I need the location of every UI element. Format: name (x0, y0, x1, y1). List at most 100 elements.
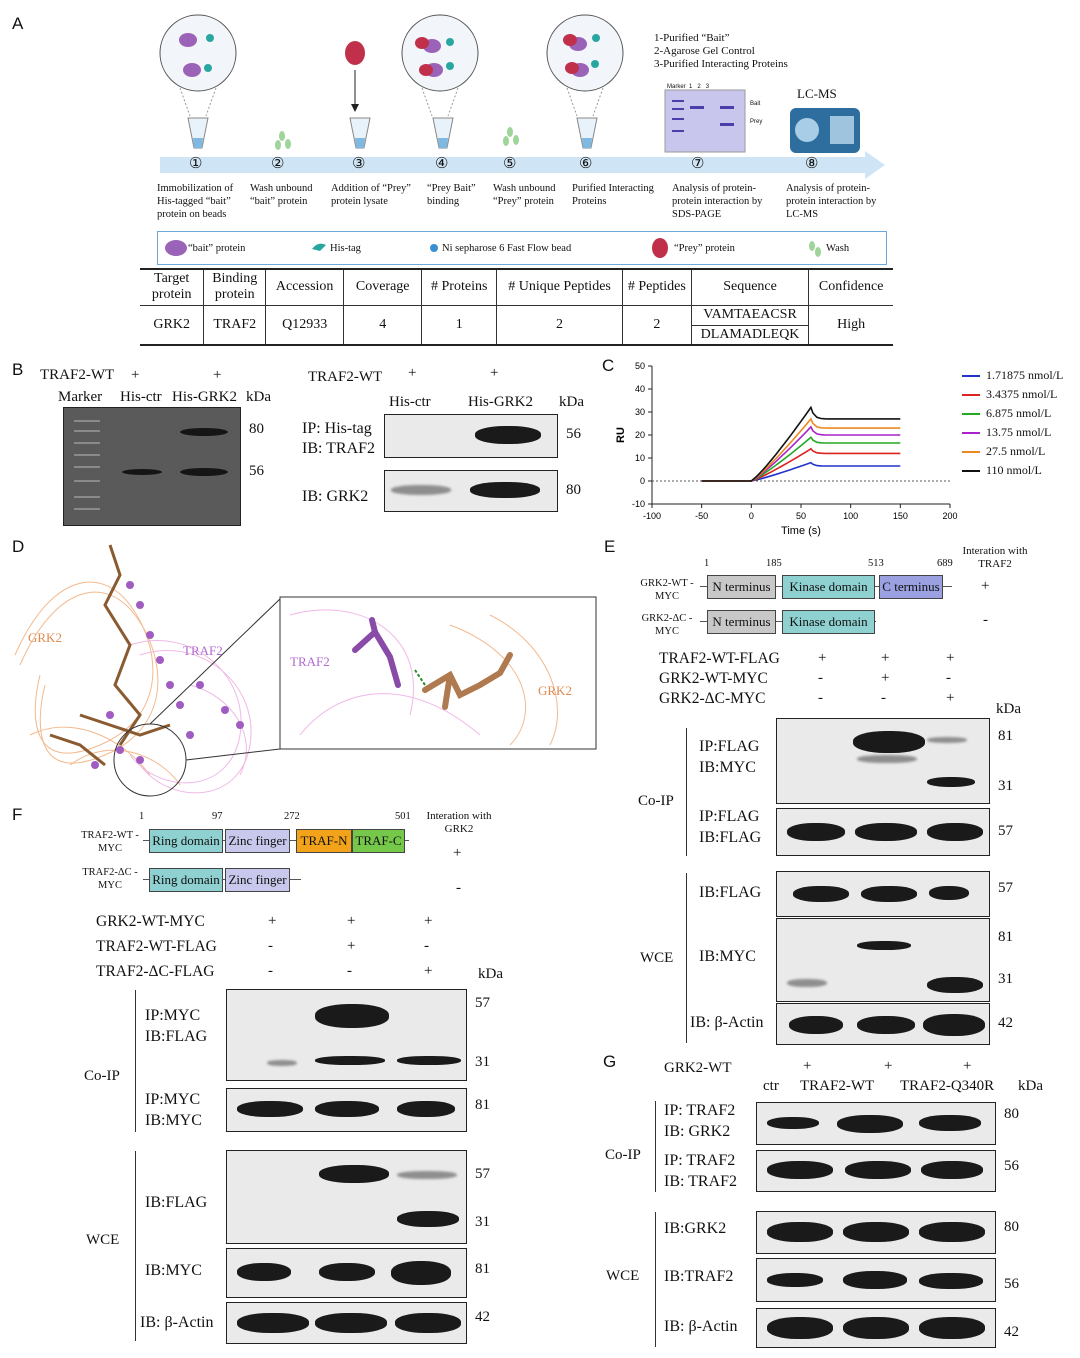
lcms-label: LC-MS (797, 86, 837, 101)
molecular-weight: 42 (998, 1015, 1013, 1031)
b-blot-mw: 56 (566, 426, 581, 442)
condition-label: GRK2-WT-MYC (96, 913, 205, 930)
blot-band (929, 886, 969, 900)
western-blot (226, 989, 467, 1081)
molecular-weight: 42 (1004, 1324, 1019, 1340)
condition-value: + (818, 650, 827, 666)
x-tick-label: -50 (695, 511, 708, 521)
f-construct-name: TRAF2-ΔC -MYC (82, 867, 138, 891)
step-description: Addition of “Prey” protein lysate (331, 183, 411, 207)
sensorgram-line (701, 417, 901, 482)
docking-structure (14, 544, 597, 797)
condition-value: - (347, 963, 352, 979)
western-blot (756, 1211, 996, 1254)
f-construct-name: TRAF2-WT -MYC (81, 830, 139, 854)
legend-bead: Ni sepharose 6 Fast Flow bead (442, 243, 572, 254)
blot-band (767, 1273, 823, 1287)
f-domain-zinc: Zinc finger (225, 829, 290, 853)
workflow-illustration (159, 14, 885, 179)
table-cell: High (808, 305, 893, 346)
b-gel-lane: His-ctr (120, 389, 162, 405)
chart-legend-item: 13.75 nmol/L (962, 425, 1051, 440)
chart-legend-item: 6.875 nmol/L (962, 406, 1051, 421)
b-blot-lane: His-ctr (389, 394, 431, 410)
blot-label: IB:TRAF2 (664, 1268, 734, 1285)
e-domain-nterm: N terminus (707, 575, 776, 599)
western-blot (776, 1003, 990, 1045)
table-cell: Q12933 (265, 305, 344, 346)
b-blot-plus: + (408, 365, 417, 381)
blot-band (391, 1261, 451, 1285)
blot-band (857, 941, 911, 950)
y-tick-label: 40 (635, 384, 645, 394)
blot-band (315, 1101, 379, 1117)
condition-value: - (818, 690, 823, 706)
step-description: Analysis of protein-protein interaction … (786, 183, 877, 220)
table-cell: VAMTAEACSR (690, 304, 810, 326)
blot-band (857, 1016, 915, 1034)
molecular-weight: 56 (1004, 1158, 1019, 1174)
panel-a-label: A (12, 14, 24, 33)
legend-label: 6.875 nmol/L (986, 406, 1052, 420)
g-plus: + (803, 1058, 812, 1074)
blot-band (793, 886, 849, 902)
condition-label: TRAF2-WT-FLAG (96, 938, 217, 955)
blot-band (843, 1317, 909, 1339)
table-header: # Unique Peptides (496, 268, 623, 306)
western-blot (226, 1302, 467, 1344)
molecular-weight: 81 (998, 929, 1013, 945)
table-header: # Peptides (621, 268, 692, 306)
g-lane: ctr (763, 1078, 779, 1094)
e-domain-kinase: Kinase domain (782, 575, 875, 599)
e-position: 513 (868, 558, 884, 569)
blot-label: IB: GRK2 (664, 1123, 731, 1140)
e-construct-result: - (983, 612, 988, 628)
western-blot (756, 1102, 996, 1145)
f-domain-traf-c: TRAF-C (352, 829, 405, 853)
condition-value: + (946, 690, 955, 706)
gel-band-prey: Prey (750, 119, 763, 125)
condition-label: TRAF2-ΔC-FLAG (96, 963, 215, 980)
blot-label: IB:GRK2 (664, 1220, 727, 1237)
g-lane: TRAF2-Q340R (900, 1078, 995, 1094)
molecular-weight: 31 (998, 971, 1013, 987)
sensorgram-line (701, 405, 901, 482)
chart-legend-item: 110 nmol/L (962, 463, 1042, 478)
x-tick-label: 0 (749, 511, 754, 521)
g-group-wce: WCE (606, 1268, 640, 1284)
molecular-weight: 80 (1004, 1106, 1019, 1122)
x-tick-label: 100 (843, 511, 858, 521)
blot-label: IB:FLAG (145, 1028, 208, 1045)
step-description: “Prey Bait” binding (427, 183, 476, 207)
d-label-grk2: GRK2 (28, 630, 62, 645)
legend-prey: “Prey” protein (674, 243, 735, 254)
step-number: ② (271, 156, 285, 172)
b-gel-lane: Marker (58, 389, 103, 405)
blot-label: IP: TRAF2 (664, 1152, 736, 1169)
western-blot (226, 1150, 467, 1244)
e-interaction-header: Interation with TRAF2 (962, 545, 1028, 570)
blot-label: IB: β-Actin (664, 1318, 738, 1335)
blot-band (921, 1161, 983, 1179)
legend-swatch (962, 413, 980, 416)
table-cell: TRAF2 (203, 305, 266, 346)
f-position: 501 (395, 811, 411, 822)
sensorgram-line (701, 425, 901, 482)
d-zoom-label-grk2: GRK2 (538, 683, 572, 698)
y-axis-title: RU (615, 427, 627, 443)
western-blot (226, 1248, 467, 1298)
blot-band (927, 977, 983, 993)
blot-band (397, 1101, 455, 1117)
b-gel-plus: + (213, 367, 222, 383)
table-header: # Proteins (421, 268, 497, 306)
table-header: Target protein (140, 268, 204, 306)
condition-label: TRAF2-WT-FLAG (659, 650, 780, 667)
chart-legend-item: 3.4375 nmol/L (962, 387, 1057, 402)
g-grk2: GRK2-WT (664, 1060, 732, 1076)
f-group-wce: WCE (86, 1232, 120, 1248)
f-position: 97 (212, 811, 223, 822)
molecular-weight: 80 (1004, 1219, 1019, 1235)
condition-value: + (347, 913, 356, 929)
blot-band (845, 1161, 911, 1179)
